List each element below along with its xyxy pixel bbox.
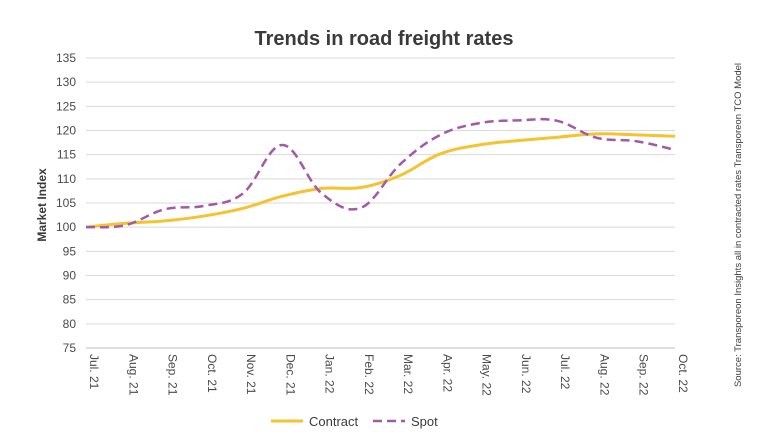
x-tick-label: Oct. 22 [676,354,690,393]
x-tick-label: May. 22 [480,354,494,396]
x-tick-label: Sep. 21 [166,354,180,396]
y-axis-title: Market Index [35,168,49,242]
y-tick-label: 100 [56,220,76,234]
y-tick-label: 75 [63,341,77,355]
series-lines [85,117,676,229]
y-tick-label: 95 [63,244,77,258]
x-tick-label: Aug. 22 [597,354,611,396]
x-tick-label: Jul. 22 [558,354,572,390]
chart-title: Trends in road freight rates [255,28,514,50]
x-tick-label: Jun. 22 [519,354,533,394]
x-tick-label: Nov. 21 [244,354,258,395]
y-tick-label: 90 [63,269,77,283]
series-line-spot [85,117,676,229]
y-tick-label: 115 [57,148,76,162]
x-tick-label: Oct. 21 [205,354,219,393]
source-note: Source: Transporeon Insights all in cont… [733,63,744,387]
x-tick-label: Apr. 22 [440,354,454,392]
y-tick-label: 85 [63,293,77,307]
y-tick-label: 80 [63,317,77,331]
y-tick-label: 120 [56,124,76,138]
x-tick-label: Mar. 22 [401,354,415,394]
y-tick-label: 130 [56,75,76,89]
x-axis-ticks: Jul. 21 Aug. 21 Sep. 21 Oct. 21 Nov. 21 Dec. … [87,354,690,396]
x-tick-label: Feb. 22 [362,354,376,395]
y-tick-label: 110 [57,172,76,186]
x-tick-label: Aug. 21 [126,354,140,396]
y-axis-ticks: 75 80 85 90 95 100 105 110 115 120 125 130 135 [56,51,76,355]
gridlines [86,57,675,349]
legend: Contract Spot [271,414,438,429]
x-tick-label: Sep. 22 [637,354,651,396]
y-tick-label: 125 [56,99,76,113]
legend-label-spot: Spot [411,414,438,429]
x-tick-label: Jul. 21 [87,354,101,390]
x-tick-label: Jan. 22 [323,354,337,394]
y-tick-label: 105 [56,196,76,210]
legend-label-contract: Contract [309,414,359,429]
y-tick-label: 135 [56,51,76,65]
series-line-contract [85,132,676,229]
x-tick-label: Dec. 21 [283,354,297,396]
